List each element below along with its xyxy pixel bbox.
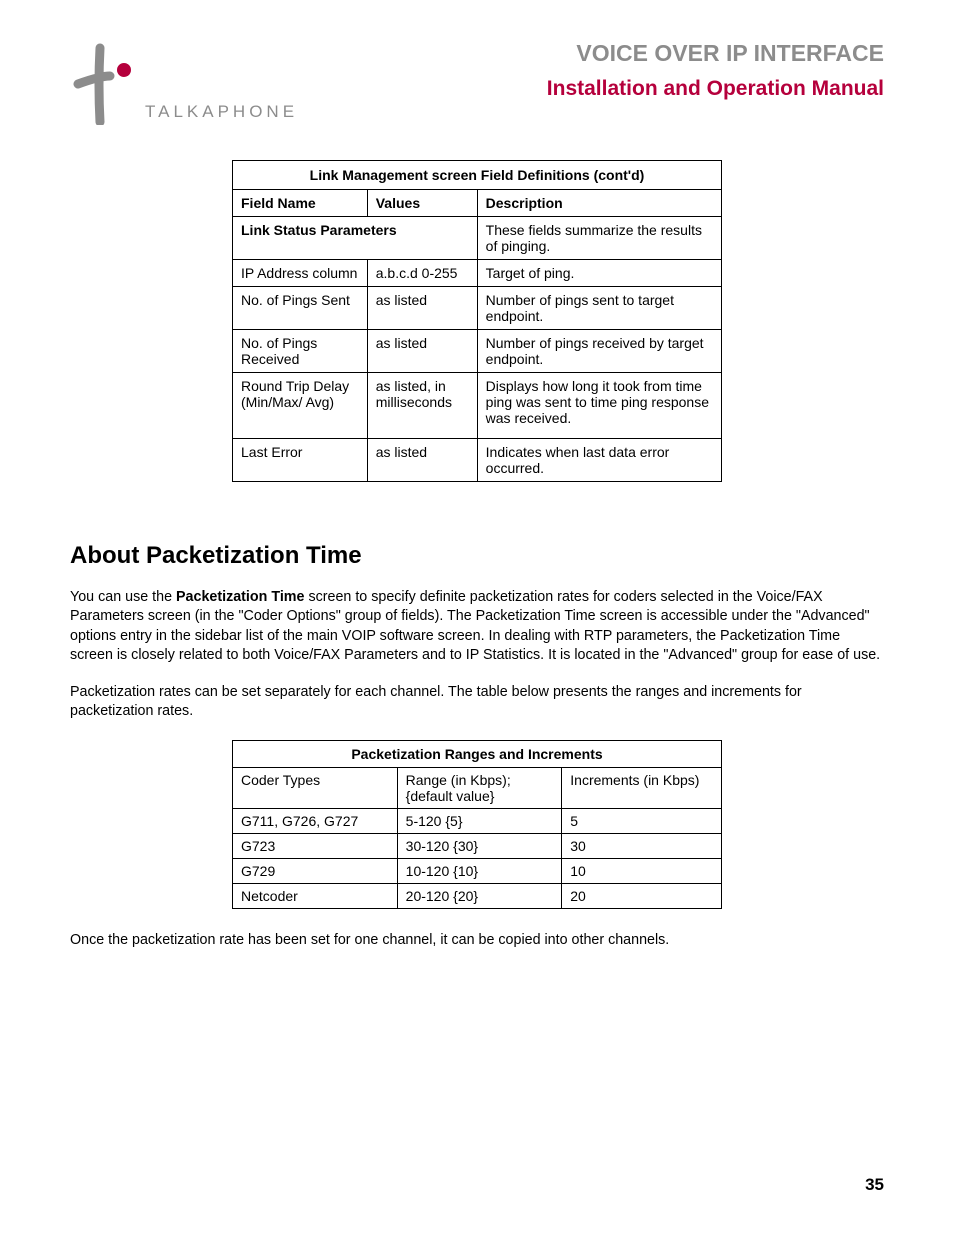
- table-row: Last Error as listed Indicates when last…: [233, 439, 722, 482]
- table-cell: 20-120 {20}: [397, 883, 562, 908]
- table-cell: Target of ping.: [477, 260, 721, 287]
- table-cell: Indicates when last data error occurred.: [477, 439, 721, 482]
- text: You can use the: [70, 589, 176, 605]
- brand-logo: [70, 40, 135, 125]
- table-cell: Number of pings received by target endpo…: [477, 330, 721, 373]
- table-cell: Round Trip Delay (Min/Max/ Avg): [233, 373, 368, 439]
- table-cell: G711, G726, G727: [233, 808, 398, 833]
- table-header: Coder Types: [233, 767, 398, 808]
- table-cell: Netcoder: [233, 883, 398, 908]
- table-row: IP Address column a.b.c.d 0-255 Target o…: [233, 260, 722, 287]
- table-header: Range (in Kbps); {default value}: [397, 767, 562, 808]
- table-row: G729 10-120 {10} 10: [233, 858, 722, 883]
- table-cell: IP Address column: [233, 260, 368, 287]
- table-row: No. of Pings Sent as listed Number of pi…: [233, 287, 722, 330]
- table-header: Description: [477, 190, 721, 217]
- table-cell: 5-120 {5}: [397, 808, 562, 833]
- table-section-label: Link Status Parameters: [233, 217, 478, 260]
- packetization-table-wrap: Packetization Ranges and Increments Code…: [70, 740, 884, 909]
- table-header: Values: [367, 190, 477, 217]
- table-cell: Displays how long it took from time ping…: [477, 373, 721, 439]
- table-row: G711, G726, G727 5-120 {5} 5: [233, 808, 722, 833]
- table-cell: 30-120 {30}: [397, 833, 562, 858]
- body-paragraph: Packetization rates can be set separatel…: [70, 683, 884, 722]
- field-defs-table-wrap: Link Management screen Field Definitions…: [70, 160, 884, 482]
- table-cell: 5: [562, 808, 722, 833]
- header-titles: VOICE OVER IP INTERFACE Installation and…: [547, 40, 884, 101]
- table-cell: G723: [233, 833, 398, 858]
- table-cell: These fields summarize the results of pi…: [477, 217, 721, 260]
- table-cell: No. of Pings Sent: [233, 287, 368, 330]
- table-cell: 10-120 {10}: [397, 858, 562, 883]
- table-caption: Link Management screen Field Definitions…: [233, 161, 722, 190]
- table-row: Round Trip Delay (Min/Max/ Avg) as liste…: [233, 373, 722, 439]
- table-cell: G729: [233, 858, 398, 883]
- document-page: TALKAPHONE VOICE OVER IP INTERFACE Insta…: [0, 0, 954, 1235]
- field-defs-table: Link Management screen Field Definitions…: [232, 160, 722, 482]
- text-bold: Packetization Time: [176, 589, 304, 605]
- table-header: Field Name: [233, 190, 368, 217]
- table-cell: 30: [562, 833, 722, 858]
- table-cell: as listed: [367, 287, 477, 330]
- table-cell: No. of Pings Received: [233, 330, 368, 373]
- table-row: G723 30-120 {30} 30: [233, 833, 722, 858]
- section-heading: About Packetization Time: [70, 542, 884, 570]
- doc-title-2: Installation and Operation Manual: [547, 77, 884, 101]
- table-cell: as listed: [367, 330, 477, 373]
- table-cell: 20: [562, 883, 722, 908]
- table-cell: Last Error: [233, 439, 368, 482]
- brand-name: TALKAPHONE: [145, 102, 298, 122]
- doc-title-1: VOICE OVER IP INTERFACE: [547, 40, 884, 67]
- table-cell: as listed: [367, 439, 477, 482]
- table-header: Increments (in Kbps): [562, 767, 722, 808]
- body-paragraph: Once the packetization rate has been set…: [70, 931, 884, 950]
- table-row: No. of Pings Received as listed Number o…: [233, 330, 722, 373]
- table-row: Netcoder 20-120 {20} 20: [233, 883, 722, 908]
- table-cell: Number of pings sent to target endpoint.: [477, 287, 721, 330]
- page-number: 35: [865, 1175, 884, 1195]
- table-cell: a.b.c.d 0-255: [367, 260, 477, 287]
- table-cell: 10: [562, 858, 722, 883]
- packetization-table: Packetization Ranges and Increments Code…: [232, 740, 722, 909]
- page-header: TALKAPHONE VOICE OVER IP INTERFACE Insta…: [70, 40, 884, 125]
- body-paragraph: You can use the Packetization Time scree…: [70, 588, 884, 665]
- table-caption: Packetization Ranges and Increments: [233, 740, 722, 767]
- table-cell: as listed, in milliseconds: [367, 373, 477, 439]
